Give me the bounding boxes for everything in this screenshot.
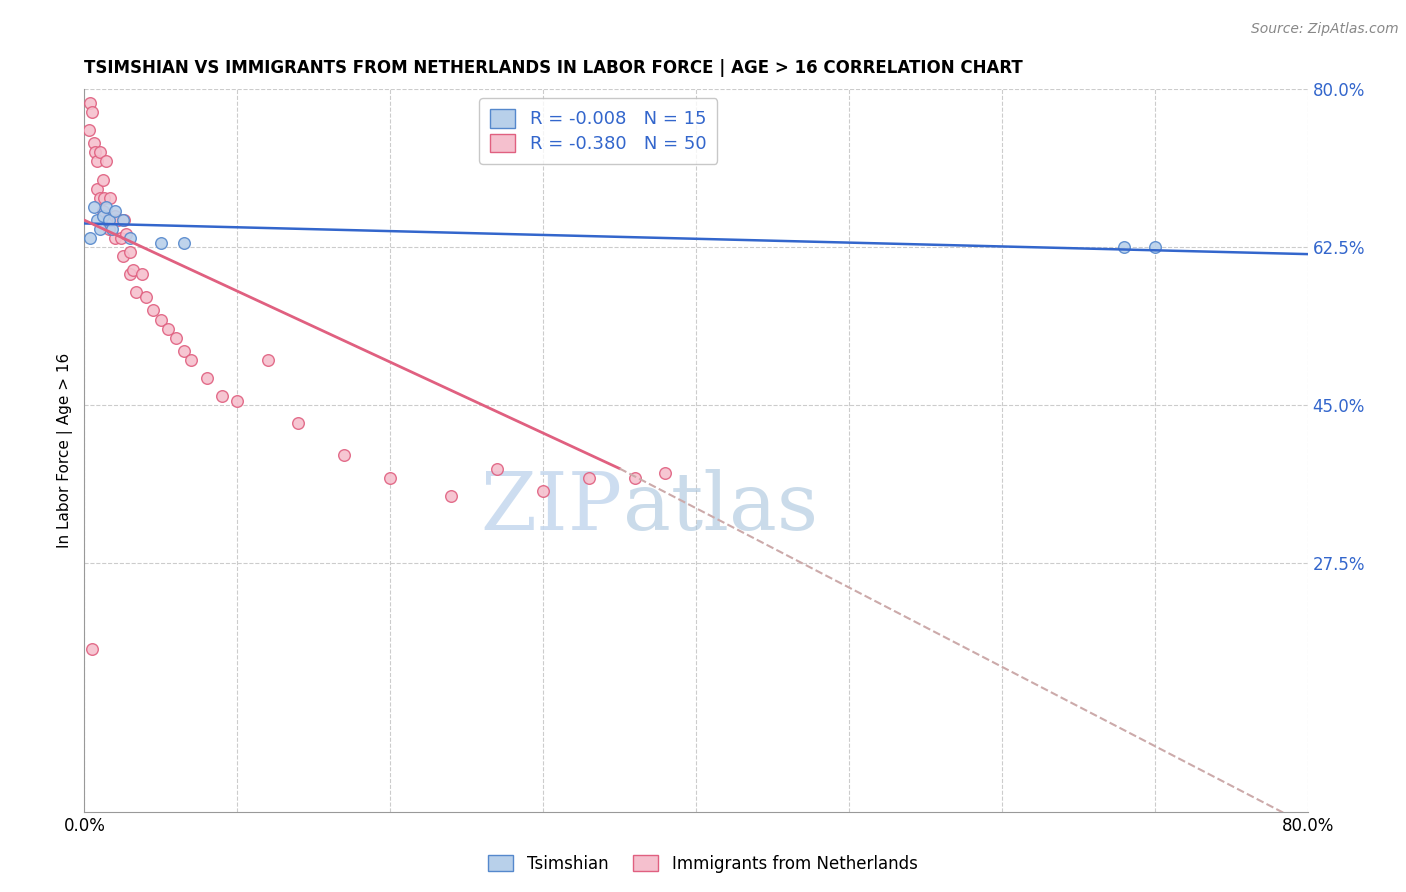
Point [125, 285, 148, 300]
Point [180, 353, 202, 368]
Point [486, 461, 509, 475]
Point [83, 200, 105, 214]
Point [149, 312, 172, 326]
Point [101, 213, 124, 227]
Point [89, 145, 111, 160]
Point [195, 371, 218, 385]
Text: Source: ZipAtlas.com: Source: ZipAtlas.com [1251, 22, 1399, 37]
Point [380, 470, 402, 484]
Point [104, 204, 127, 219]
Point [1143, 240, 1166, 254]
Y-axis label: In Labor Force | Age > 16: In Labor Force | Age > 16 [58, 353, 73, 548]
Point [120, 244, 142, 259]
Point [83, 136, 105, 151]
Point [89, 191, 111, 205]
Point [101, 222, 124, 236]
Point [79, 231, 101, 245]
Point [89, 222, 111, 236]
Point [96, 213, 118, 227]
Point [91, 204, 114, 219]
Text: atlas: atlas [623, 469, 818, 548]
Point [122, 263, 145, 277]
Point [624, 470, 647, 484]
Point [91, 172, 114, 186]
Point [104, 231, 127, 245]
Legend: Tsimshian, Immigrants from Netherlands: Tsimshian, Immigrants from Netherlands [482, 848, 924, 880]
Point [77, 123, 100, 137]
Point [211, 389, 233, 403]
Point [531, 484, 554, 499]
Point [120, 268, 142, 282]
Point [97, 222, 120, 236]
Point [578, 470, 600, 484]
Point [111, 213, 134, 227]
Point [120, 231, 142, 245]
Point [142, 303, 165, 318]
Point [226, 393, 249, 408]
Point [80, 642, 103, 657]
Point [440, 489, 463, 503]
Point [107, 213, 129, 227]
Point [86, 181, 108, 195]
Point [149, 235, 172, 250]
Point [114, 227, 136, 241]
Point [97, 213, 120, 227]
Point [86, 213, 108, 227]
Point [131, 268, 153, 282]
Point [333, 448, 356, 462]
Point [91, 209, 114, 223]
Point [287, 417, 309, 431]
Point [111, 249, 134, 263]
Point [93, 191, 115, 205]
Point [654, 466, 676, 480]
Text: ZIP: ZIP [481, 469, 623, 548]
Point [173, 344, 195, 359]
Point [79, 95, 101, 110]
Point [86, 154, 108, 169]
Point [135, 290, 157, 304]
Point [257, 353, 280, 368]
Point [84, 145, 107, 160]
Point [1114, 240, 1136, 254]
Point [104, 209, 127, 223]
Text: TSIMSHIAN VS IMMIGRANTS FROM NETHERLANDS IN LABOR FORCE | AGE > 16 CORRELATION C: TSIMSHIAN VS IMMIGRANTS FROM NETHERLANDS… [84, 59, 1024, 77]
Point [157, 321, 180, 335]
Point [165, 330, 187, 344]
Legend: R = -0.008   N = 15, R = -0.380   N = 50: R = -0.008 N = 15, R = -0.380 N = 50 [479, 98, 717, 164]
Point [94, 154, 117, 169]
Point [112, 213, 135, 227]
Point [173, 235, 195, 250]
Point [98, 191, 121, 205]
Point [80, 104, 103, 119]
Point [110, 231, 132, 245]
Point [94, 200, 117, 214]
